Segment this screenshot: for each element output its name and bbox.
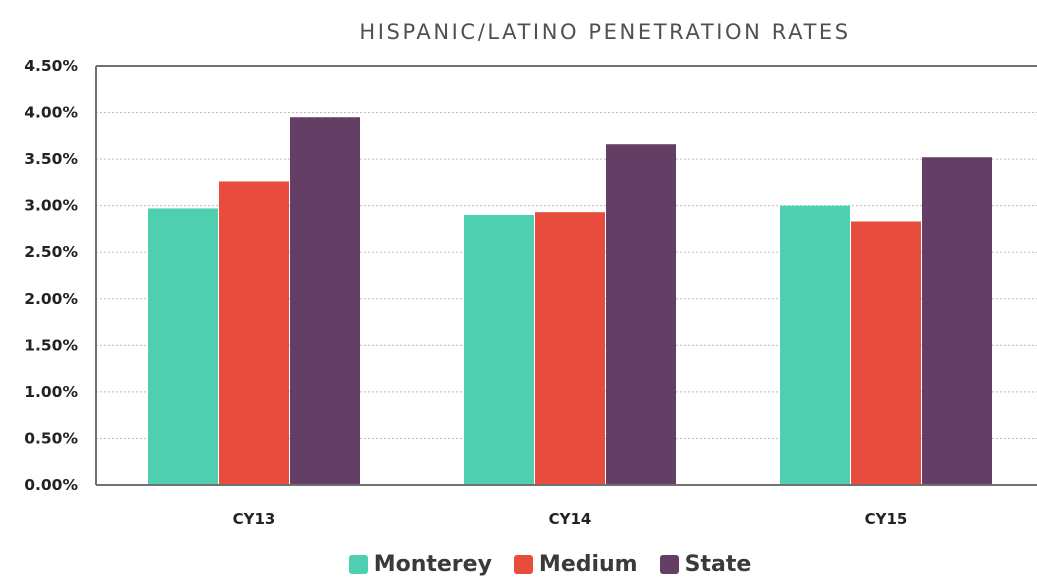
legend-swatch (348, 555, 368, 574)
x-category-label: CY14 (549, 510, 592, 528)
legend-swatch (659, 555, 679, 574)
y-tick-label: 1.00% (24, 383, 78, 401)
y-tick-label: 2.50% (24, 243, 78, 261)
x-axis-labels: CY13 CY14 CY15 (233, 510, 908, 528)
bar-medium-cy13 (219, 181, 289, 486)
legend-label: Medium (538, 552, 638, 577)
bar-monterey-cy15 (780, 205, 850, 485)
y-tick-label: 4.50% (24, 57, 78, 75)
y-tick-label: 3.50% (24, 150, 78, 168)
y-tick-label: 1.50% (24, 336, 78, 354)
bar-state-cy13 (290, 117, 360, 485)
bar-medium-cy15 (851, 221, 921, 486)
bars (148, 117, 992, 486)
bar-monterey-cy13 (148, 208, 218, 485)
bar-medium-cy14 (535, 212, 605, 485)
axes (95, 65, 1037, 486)
legend-item-medium: Medium (513, 552, 638, 577)
chart-title: HISPANIC/LATINO PENETRATION RATES (359, 20, 851, 44)
x-category-label: CY13 (233, 510, 276, 528)
x-category-label: CY15 (865, 510, 908, 528)
y-tick-label: 2.00% (24, 290, 78, 308)
legend-label: State (684, 552, 752, 577)
legend-swatch (513, 555, 533, 574)
y-tick-label: 0.50% (24, 429, 78, 447)
y-tick-label: 0.00% (24, 476, 78, 494)
legend: Monterey Medium State (0, 552, 1037, 577)
bar-state-cy14 (606, 144, 676, 486)
legend-item-monterey: Monterey (348, 552, 492, 577)
y-axis-ticks: 0.00% 0.50% 1.00% 1.50% 2.00% 2.50% 3.00% 3.50%… (24, 57, 78, 494)
bar-state-cy15 (922, 157, 992, 485)
legend-label: Monterey (373, 552, 492, 577)
legend-item-state: State (659, 552, 752, 577)
y-tick-label: 4.00% (24, 104, 78, 122)
bar-monterey-cy14 (464, 214, 534, 485)
y-tick-label: 3.00% (24, 197, 78, 215)
